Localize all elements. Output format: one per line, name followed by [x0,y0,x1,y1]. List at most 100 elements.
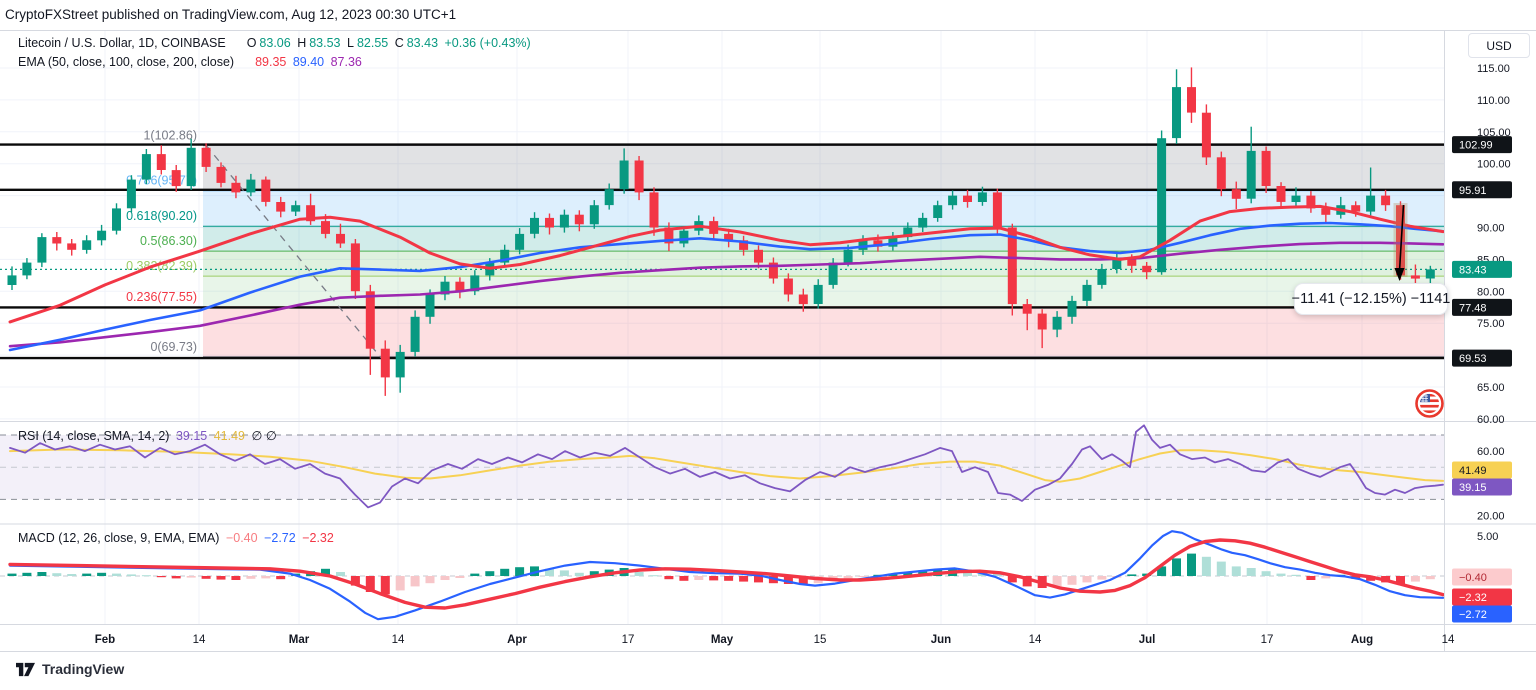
fib-level-label: 1(102.86) [143,129,197,143]
price-tick: 110.00 [1477,95,1510,107]
attribution-text: CryptoFXStreet published on TradingView.… [5,7,457,22]
macd-histogram-bar [515,567,525,576]
macd-histogram-bar [425,576,435,584]
price-tick: 75.00 [1477,318,1505,330]
macd-hist-value: −0.40 [225,531,258,545]
price-scale[interactable]: 115.00110.00105.00100.0090.0085.0080.007… [1452,63,1512,623]
macd-histogram-bar [336,572,345,576]
fib-band [203,276,1444,307]
ohlc-open-value: 83.06 [259,36,291,50]
ema100-line [8,221,1444,352]
macd-histogram-bar [1127,574,1137,576]
macd-histogram-bar [410,576,420,587]
macd-histogram-bar [156,576,166,578]
fib-level-label: 0.618(90.20) [126,209,197,223]
level-price-label [1452,349,1512,367]
ema-legend-row[interactable]: EMA (50, close, 100, close, 200, close) … [18,55,365,69]
ohlc-low-value: 82.55 [356,36,389,50]
ohlc-low-letter: L [346,36,354,50]
macd-histogram-bar [1231,566,1241,576]
macd-histogram-bar [112,573,121,576]
rsi-pane [0,424,1444,509]
rsi-band-fill [0,435,1444,500]
time-tick: 14 [392,634,405,646]
macd-histogram-bar [365,576,375,592]
pane-dividers [0,30,1536,652]
price-tick: 90.00 [1477,223,1505,235]
level-price-label-text: 102.99 [1459,140,1493,152]
time-tick: 14 [1442,634,1455,646]
time-tick: 14 [193,634,206,646]
macd-histogram-bar [798,576,808,585]
tradingview-brand-text: TradingView [42,661,125,677]
measure-shade [1393,203,1408,277]
rsi-tick: 60.00 [1477,446,1505,458]
macd-histogram-bar [1216,561,1226,576]
time-tick: Jul [1139,634,1156,646]
time-tick: 17 [622,634,635,646]
rsi-value-label [1452,478,1512,496]
macd-histogram-bar [7,573,17,576]
ohlc-high-value: 83.53 [309,36,341,50]
macd-value-label [1452,588,1512,606]
ema200-line [8,241,1444,348]
price-change-callout: −11.41 (−12.15%) −1141 [1292,283,1450,315]
rsi-sma-value: 41.49 [213,429,245,443]
time-tick: Mar [289,634,310,646]
price-tick: 80.00 [1477,286,1505,298]
macd-value-label [1452,568,1512,586]
fib-trend-dashed-line [205,144,382,359]
macd-value-label-text: −0.40 [1459,572,1487,584]
macd-histogram-bar [1067,576,1077,585]
fib-level-label: 0.236(77.55) [126,290,197,304]
macd-histogram-bar [1276,573,1286,576]
macd-histogram-bar [1157,566,1167,576]
macd-histogram-bar [992,573,1002,576]
macd-histogram-bar [126,574,136,576]
time-tick: 15 [814,634,827,646]
candles-series [7,67,1435,396]
fib-level-label: 0.5(86.30) [140,234,197,248]
currency-unit-button[interactable]: USD [1468,33,1530,58]
macd-histogram-bar [500,568,510,576]
macd-histogram-bar [1410,576,1420,582]
macd-line [8,530,1444,621]
rsi-tick: 20.00 [1477,511,1505,523]
macd-histogram-bar [52,573,62,576]
ohlc-high-letter: H [297,36,307,50]
macd-histogram-bar [246,576,256,579]
down-arrow-head [1394,268,1405,281]
time-axis[interactable]: Feb 14 Mar 14 Apr 17 May 15 Jun 14 Jul 17 Aug 14 [95,634,1455,646]
macd-histogram-bar [261,576,271,579]
rsi-legend-row[interactable]: RSI (14, close, SMA, 14, 2) 39.15 41.49 … [18,428,280,443]
macd-histogram-bar [440,576,450,580]
tradingview-brand[interactable]: TradingView [16,658,124,680]
time-tick: 17 [1261,634,1274,646]
macd-histogram-bar [664,576,674,580]
rsi-bands-empty: ∅ ∅ [251,429,277,443]
macd-legend-row[interactable]: MACD (12, 26, close, 9, EMA, EMA) −0.40 … [18,531,337,545]
macd-histogram-bar [1007,576,1017,583]
symbol-legend-row[interactable]: Litecoin / U.S. Dollar, 1D, COINBASE O 83… [18,36,534,50]
macd-value-label [1452,605,1512,623]
price-tick: 65.00 [1477,382,1505,394]
macd-histogram-bar [350,576,360,586]
time-tick: Feb [95,634,115,646]
macd-histogram-bar [321,568,330,576]
macd-histogram-bar [37,572,47,576]
down-arrow-line [1398,204,1405,272]
level-price-label [1452,298,1512,316]
macd-signal-value: −2.32 [302,531,334,545]
level-price-label [1452,136,1512,154]
macd-histogram-bar [1246,568,1256,576]
rsi-value-label [1452,461,1512,479]
macd-histogram-bar [470,573,480,576]
macd-histogram-bar [141,575,151,577]
macd-histogram-bar [1082,576,1092,583]
macd-histogram-bar [634,572,644,576]
change-value: +0.36 (+0.43%) [444,36,531,50]
macd-histogram-bar [545,568,554,576]
macd-histogram-bar [201,576,211,579]
